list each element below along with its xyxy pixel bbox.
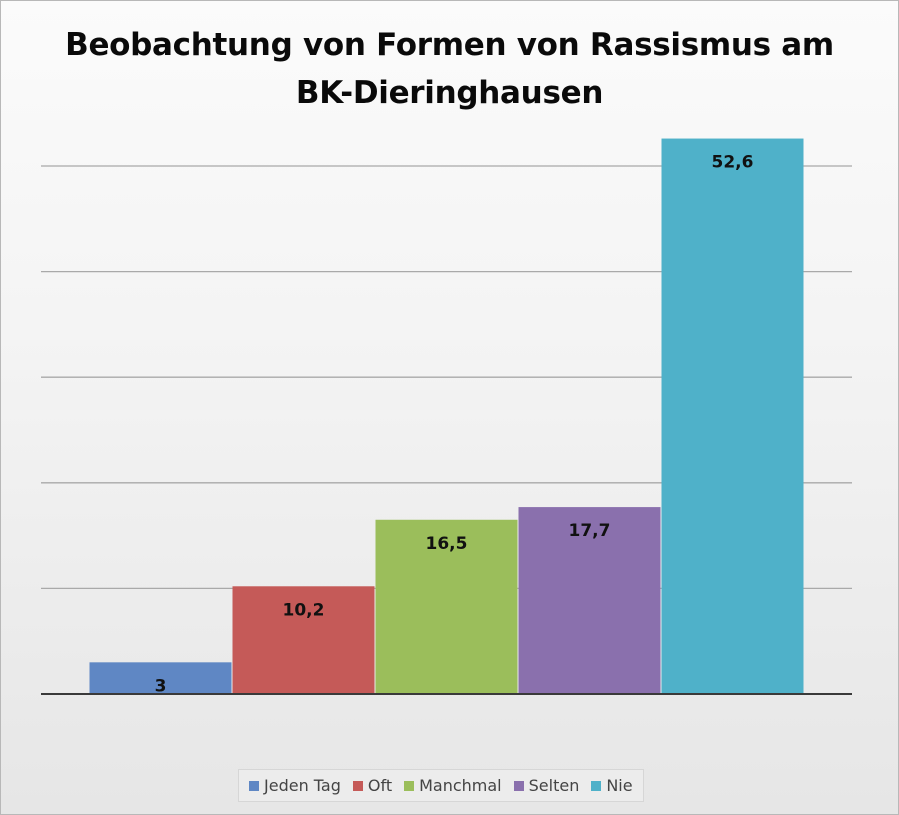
legend-label: Nie	[606, 776, 633, 795]
chart-title-line: Beobachtung von Formen von Rassismus am	[65, 27, 834, 63]
legend: Jeden Tag Oft Manchmal Selten Nie	[238, 769, 644, 802]
legend-item: Nie	[591, 776, 633, 795]
legend-swatch	[404, 780, 415, 791]
bar	[89, 662, 232, 694]
legend-swatch	[249, 780, 259, 791]
legend-item: Selten	[513, 776, 580, 795]
data-label: 17,7	[569, 521, 611, 541]
legend-item: Manchmal	[404, 776, 502, 795]
legend-label: Selten	[528, 776, 580, 795]
bar	[518, 507, 661, 694]
chart-title-line: BK-Dieringhausen	[295, 75, 604, 111]
legend-label: Oft	[367, 776, 393, 795]
legend-item: Jeden Tag	[249, 776, 341, 795]
data-label: 10,2	[283, 600, 325, 620]
legend-label: Jeden Tag	[264, 776, 341, 795]
data-label: 3	[155, 676, 167, 696]
bar	[661, 138, 804, 694]
data-label: 52,6	[712, 153, 754, 173]
data-label: 16,5	[426, 534, 468, 554]
bars	[89, 138, 804, 694]
legend-label: Manchmal	[419, 776, 502, 795]
legend-swatch	[352, 780, 363, 791]
data-labels: 3 10,2 16,5 17,7 52,6	[155, 153, 754, 697]
legend-swatch	[513, 780, 524, 791]
chart-title: Beobachtung von Formen von Rassismus am B…	[1, 21, 898, 117]
legend-swatch	[591, 780, 602, 791]
bar	[232, 586, 375, 694]
bar	[375, 519, 518, 694]
legend-item: Oft	[352, 776, 393, 795]
